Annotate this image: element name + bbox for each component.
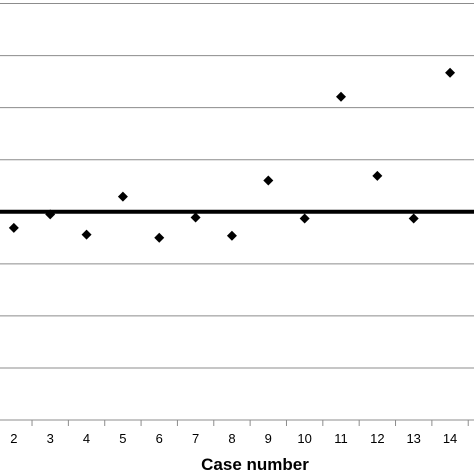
gridlines <box>0 3 474 369</box>
x-tick-label: 9 <box>265 431 272 446</box>
data-point <box>336 91 346 102</box>
x-tick-label: 8 <box>228 431 235 446</box>
axes <box>0 419 474 426</box>
x-tick-labels: 2 3 4 5 6 7 8 9 10 11 12 13 14 <box>10 431 457 446</box>
x-tick-label: 14 <box>443 431 457 446</box>
data-point <box>226 230 237 241</box>
x-tick-label: 5 <box>119 431 126 446</box>
data-point <box>190 212 201 223</box>
data-points <box>8 67 456 243</box>
data-point <box>299 213 310 224</box>
x-tick-label: 4 <box>83 431 90 446</box>
data-point <box>154 232 165 243</box>
data-point <box>81 229 92 240</box>
x-tick-label: 13 <box>406 431 420 446</box>
x-axis-label: Case number <box>201 455 309 474</box>
data-point <box>408 213 419 224</box>
x-tick-label: 11 <box>334 431 348 446</box>
data-point <box>8 222 19 233</box>
data-point <box>45 209 56 220</box>
data-point <box>372 170 383 181</box>
x-tick-label: 6 <box>156 431 163 446</box>
x-tick-label: 7 <box>192 431 199 446</box>
x-tick-label: 3 <box>47 431 54 446</box>
data-point <box>445 67 456 78</box>
x-tick-label: 12 <box>370 431 384 446</box>
x-tick-label: 2 <box>10 431 17 446</box>
data-point <box>263 175 274 186</box>
x-tick-label: 10 <box>297 431 311 446</box>
data-point <box>117 191 128 202</box>
